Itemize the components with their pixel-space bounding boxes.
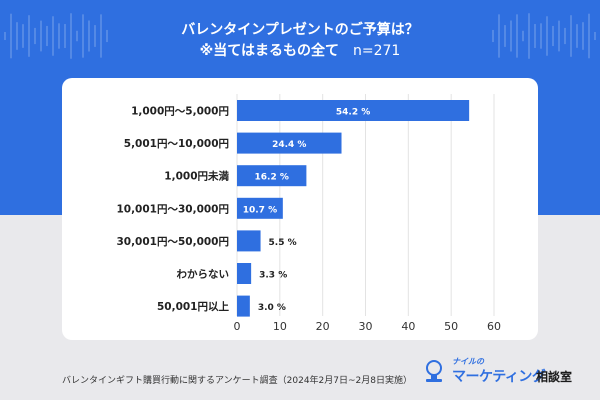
data-label: 3.0 % (258, 303, 286, 313)
wave-bar (546, 16, 548, 56)
chart-title: バレンタインプレゼントのご予算は？ ※当てはまるもの全て n=271 (0, 20, 600, 62)
sample-size: n=271 (353, 43, 401, 59)
x-tick-label: 0 (234, 320, 241, 333)
title-line-2: ※当てはまるもの全て n=271 (0, 41, 600, 62)
wave-bar (22, 24, 24, 48)
wave-bar (516, 14, 518, 58)
wave-bar (558, 20, 560, 52)
wave-bar (64, 24, 66, 48)
x-tick-label: 60 (487, 320, 501, 333)
lightbulb-icon (426, 360, 442, 382)
wave-bar (58, 23, 60, 49)
wave-bar (540, 23, 542, 49)
wave-bar (534, 24, 536, 48)
wave-bar (106, 29, 108, 43)
x-tick-label: 20 (316, 320, 330, 333)
data-label: 54.2 % (336, 108, 370, 118)
wave-bar (100, 14, 102, 58)
category-label: 30,001円～50,000円 (116, 236, 229, 248)
logo-main-text: マーケティング (452, 369, 546, 385)
wave-bar (46, 25, 48, 47)
wave-bar (594, 32, 596, 40)
wave-bar (70, 13, 72, 59)
wave-bar (576, 24, 578, 48)
wave-bar (570, 15, 572, 57)
wave-bar (82, 14, 84, 58)
survey-footnote: バレンタインギフト購買行動に関するアンケート調査（2024年2月7日~2月8日実… (62, 376, 412, 386)
category-label: 10,001円～30,000円 (116, 203, 229, 215)
wave-bar (40, 20, 42, 52)
category-label: わからない (177, 269, 230, 281)
wave-bar (34, 27, 36, 45)
wave-bar (16, 22, 18, 50)
category-label: 50,001円以上 (157, 300, 230, 313)
brand-logo: ナイルの マーケティング 相談室 (422, 356, 592, 392)
wave-bar (564, 27, 566, 45)
wave-bar (552, 25, 554, 47)
wave-bar (52, 16, 54, 56)
category-label: 1,000円未満 (164, 170, 229, 183)
wave-bar (504, 25, 506, 47)
bar (237, 295, 250, 317)
wave-bar (492, 29, 494, 43)
bar (237, 100, 470, 121)
title-line-1: バレンタインプレゼントのご予算は？ (181, 22, 419, 38)
bar (237, 230, 261, 252)
sound-wave-decoration-right (492, 13, 596, 59)
wave-bar (94, 25, 96, 47)
title-note: ※当てはまるもの全て (199, 43, 339, 59)
bar (237, 197, 283, 219)
wave-bar (588, 13, 590, 59)
x-tick-label: 50 (444, 320, 458, 333)
wave-bar (10, 13, 12, 59)
data-label: 24.4 % (272, 140, 306, 150)
logo-sub-text: 相談室 (536, 370, 573, 384)
wave-bar (4, 32, 6, 40)
wave-bar (88, 20, 90, 52)
data-label: 10.7 % (243, 205, 277, 215)
wave-bar (528, 13, 530, 59)
category-label: 1,000円～5,000円 (131, 106, 229, 118)
x-tick-label: 40 (401, 320, 415, 333)
x-tick-label: 30 (359, 320, 373, 333)
wave-bar (522, 30, 524, 42)
wave-bar (510, 20, 512, 52)
bar (237, 132, 342, 154)
wave-bar (28, 15, 30, 57)
wave-bar (76, 30, 78, 42)
chart-card: 0 10 20 30 40 50 60 1,000円～5,000円 54.2 % 5,001円～1… (62, 78, 538, 340)
sound-wave-decoration-left (4, 13, 108, 59)
wave-bar (498, 14, 500, 58)
x-tick-label: 10 (273, 320, 287, 333)
bar-chart: 0 10 20 30 40 50 60 1,000円～5,000円 54.2 % 5,001円～1… (116, 94, 501, 333)
bar (237, 263, 252, 284)
category-label: 5,001円～10,000円 (124, 138, 229, 150)
logo-small-text: ナイルの (452, 357, 484, 366)
wave-bar (582, 22, 584, 50)
data-label: 5.5 % (269, 238, 297, 248)
data-label: 3.3 % (259, 271, 287, 281)
bar (237, 165, 307, 187)
data-label: 16.2 % (255, 173, 289, 183)
